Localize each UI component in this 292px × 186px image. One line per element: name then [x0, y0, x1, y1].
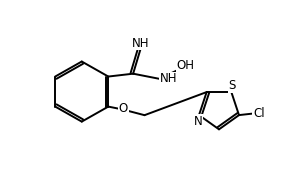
Text: S: S [228, 79, 236, 92]
Text: N: N [194, 115, 203, 128]
Text: NH: NH [132, 37, 149, 49]
Text: O: O [119, 102, 128, 115]
Text: Cl: Cl [253, 107, 265, 120]
Text: OH: OH [176, 60, 194, 73]
Text: NH: NH [160, 72, 177, 85]
